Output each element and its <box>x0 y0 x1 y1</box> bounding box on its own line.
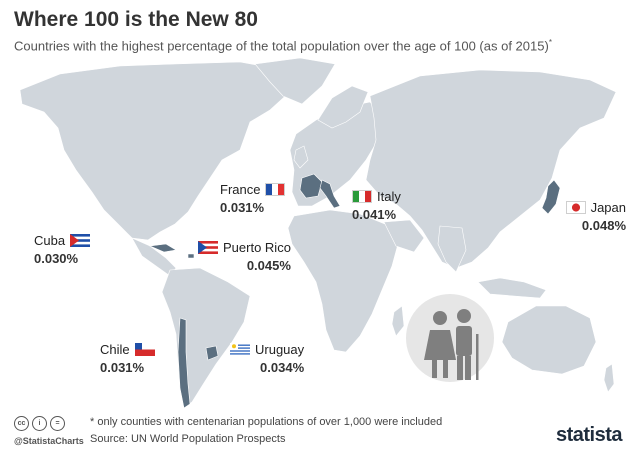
no-derivatives-icon[interactable]: = <box>50 416 65 431</box>
africa-landmass <box>287 209 399 353</box>
chile-highlight <box>177 317 191 409</box>
country-name: Cuba <box>34 233 66 248</box>
flag-uruguay-icon <box>230 343 250 356</box>
label-japan: Japan 0.048% <box>560 200 626 233</box>
chart-subtitle: Countries with the highest percentage of… <box>14 38 634 53</box>
chart-title: Where 100 is the New 80 <box>14 8 258 31</box>
uruguay-highlight <box>205 345 219 361</box>
label-uruguay: Uruguay 0.034% <box>230 342 304 375</box>
statista-logo[interactable]: statista <box>555 424 623 446</box>
greenland-landmass <box>254 57 336 105</box>
arabia-landmass <box>383 219 425 253</box>
label-france: France 0.031% <box>220 182 286 215</box>
uk-landmass <box>293 145 309 169</box>
south-america-landmass <box>161 267 251 409</box>
central-america-landmass <box>131 237 177 277</box>
twitter-handle[interactable]: @StatistaCharts <box>14 436 84 446</box>
japan-highlight <box>541 179 561 215</box>
italy-highlight <box>319 179 341 209</box>
license-icons: cc i = <box>14 416 65 431</box>
france-highlight <box>299 173 323 199</box>
flag-japan-icon <box>565 201 586 214</box>
label-cuba: Cuba 0.030% <box>34 233 91 266</box>
country-value: 0.031% <box>220 200 265 215</box>
australia-landmass <box>501 305 597 375</box>
north-america-landmass <box>19 61 293 241</box>
new-zealand-landmass <box>603 363 615 393</box>
footnote: * only counties with centenarian populat… <box>90 416 443 428</box>
madagascar-landmass <box>391 305 405 337</box>
source-note: Source: UN World Population Prospects <box>90 433 286 445</box>
indonesia-landmass <box>477 277 547 299</box>
scandinavia-landmass <box>317 85 369 129</box>
flag-cuba-icon <box>70 234 91 247</box>
country-name: Puerto Rico <box>223 240 291 255</box>
country-value: 0.031% <box>100 360 145 375</box>
country-name: France <box>220 182 261 197</box>
country-name: Japan <box>590 200 626 215</box>
country-name: Uruguay <box>255 342 305 357</box>
flag-puerto-rico-icon <box>198 241 218 254</box>
country-name: Italy <box>377 189 401 204</box>
country-name: Chile <box>100 342 130 357</box>
subtitle-text: Countries with the highest percentage of… <box>14 38 549 54</box>
puerto-rico-highlight <box>187 253 195 259</box>
cc-icon[interactable]: cc <box>14 416 29 431</box>
label-puerto-rico: Puerto Rico 0.045% <box>198 240 291 273</box>
asia-landmass <box>365 69 617 269</box>
centenarian-couple-icon <box>406 294 494 382</box>
india-landmass <box>437 225 467 273</box>
cuba-highlight <box>148 243 177 253</box>
country-value: 0.034% <box>260 360 305 375</box>
country-value: 0.048% <box>581 218 626 233</box>
flag-italy-icon <box>352 190 372 203</box>
attribution-icon[interactable]: i <box>32 416 47 431</box>
country-value: 0.030% <box>34 251 79 266</box>
country-value: 0.045% <box>246 258 291 273</box>
flag-chile-icon <box>134 343 155 356</box>
label-chile: Chile 0.031% <box>100 342 155 375</box>
subtitle-footnote-mark: * <box>548 38 552 47</box>
flag-france-icon <box>265 183 286 196</box>
country-value: 0.041% <box>352 207 397 222</box>
label-italy: Italy 0.041% <box>352 189 401 222</box>
